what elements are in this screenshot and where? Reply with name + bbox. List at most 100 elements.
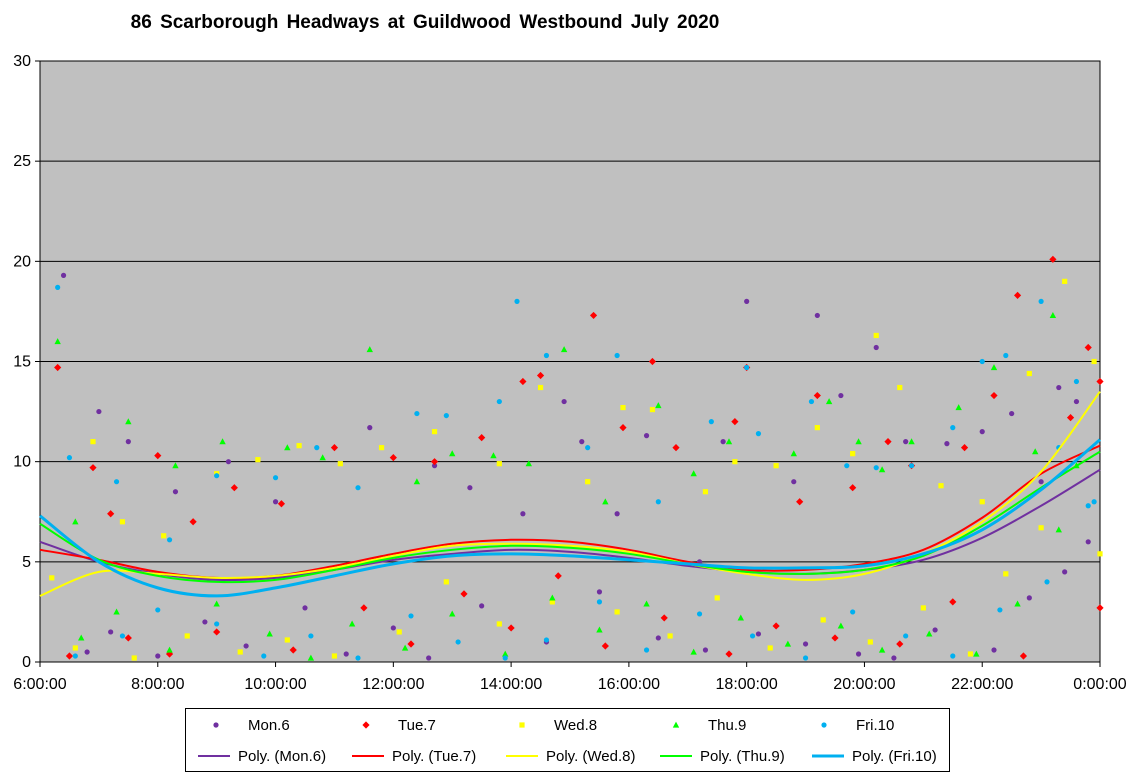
data-point — [831, 634, 839, 642]
data-point — [1091, 358, 1097, 365]
data-point — [979, 429, 985, 435]
data-point — [696, 611, 703, 617]
data-point — [702, 489, 709, 495]
data-point — [355, 485, 361, 491]
data-point — [749, 633, 756, 639]
series-fri-10 — [55, 284, 1097, 661]
legend-item: Poly. (Fri.10) — [812, 741, 937, 771]
data-point — [773, 463, 779, 469]
data-point — [702, 647, 709, 653]
data-point — [643, 647, 650, 653]
legend-marker-shape — [213, 722, 219, 728]
legend-line — [660, 755, 692, 757]
data-point — [60, 272, 67, 278]
data-point — [214, 621, 220, 627]
legend-item: Poly. (Mon.6) — [198, 741, 326, 771]
data-point — [189, 518, 197, 526]
data-point — [54, 363, 62, 372]
data-point — [449, 450, 456, 457]
data-point — [950, 425, 956, 431]
data-point — [960, 444, 969, 452]
data-point — [1003, 352, 1009, 359]
data-point — [790, 450, 797, 457]
data-point — [690, 648, 697, 655]
gridlines — [40, 160, 1100, 563]
x-tick-label: 12:00:00 — [362, 676, 424, 693]
data-point — [731, 418, 739, 426]
data-point — [967, 651, 974, 657]
data-point — [1097, 551, 1103, 557]
data-point — [820, 617, 826, 623]
data-point — [255, 457, 261, 463]
data-point — [408, 613, 414, 619]
trendline — [39, 438, 1101, 598]
data-point — [973, 650, 980, 657]
data-point — [272, 475, 279, 481]
data-point — [1096, 604, 1104, 612]
data-point — [873, 344, 879, 351]
data-point — [903, 633, 909, 639]
data-point — [154, 452, 162, 460]
data-point — [284, 637, 290, 643]
data-point — [732, 459, 738, 465]
data-point — [873, 332, 879, 339]
data-point — [932, 627, 938, 633]
data-point — [307, 654, 315, 661]
data-point — [844, 463, 850, 469]
data-point — [537, 384, 544, 391]
data-point — [601, 642, 609, 650]
legend-line — [812, 754, 844, 758]
x-tick-label: 6:00:00 — [13, 676, 66, 693]
data-point — [838, 392, 844, 399]
data-point — [49, 575, 55, 581]
data-point — [455, 639, 461, 645]
legend-item: Thu.9 — [664, 710, 746, 740]
data-point — [655, 635, 661, 641]
data-point — [414, 410, 420, 417]
legend-line — [198, 755, 230, 757]
data-point — [1085, 539, 1091, 545]
data-point — [214, 473, 220, 479]
data-point — [979, 358, 985, 365]
legend-item: Wed.8 — [510, 710, 597, 740]
data-point — [113, 608, 120, 615]
data-point — [525, 460, 532, 467]
data-point — [496, 461, 502, 467]
data-point — [802, 655, 809, 661]
data-point — [496, 621, 502, 627]
data-point — [348, 620, 356, 627]
y-tick-label: 5 — [22, 554, 31, 571]
data-point — [1032, 448, 1039, 455]
data-point — [502, 655, 508, 661]
data-point — [243, 643, 249, 649]
data-point — [1044, 579, 1050, 585]
data-point — [755, 431, 762, 437]
legend-marker — [672, 721, 680, 728]
data-point — [855, 651, 862, 657]
data-point — [585, 479, 591, 485]
data-point — [991, 647, 997, 653]
data-point — [767, 645, 773, 651]
data-point — [407, 640, 415, 648]
x-tick-label: 16:00:00 — [598, 676, 660, 693]
data-point — [284, 444, 291, 451]
data-point — [1038, 525, 1044, 531]
data-point — [867, 639, 873, 645]
data-point — [225, 459, 232, 465]
data-point — [990, 364, 998, 371]
axes: 0 5 10 15 20 25 30 6:00:00 8:00:00 10:00:00 12:00:… — [13, 53, 1127, 693]
data-point — [343, 651, 349, 657]
data-point — [125, 439, 131, 445]
data-point — [554, 572, 562, 580]
data-point — [66, 455, 73, 461]
data-point — [1009, 410, 1015, 417]
x-tick-label: 22:00:00 — [951, 676, 1013, 693]
data-point — [920, 605, 926, 611]
data-point — [302, 605, 308, 611]
data-point — [614, 352, 620, 359]
data-point — [519, 377, 527, 386]
data-point — [1038, 479, 1044, 485]
data-point — [725, 438, 733, 445]
x-tick-label: 20:00:00 — [833, 676, 895, 693]
data-point — [873, 465, 879, 471]
